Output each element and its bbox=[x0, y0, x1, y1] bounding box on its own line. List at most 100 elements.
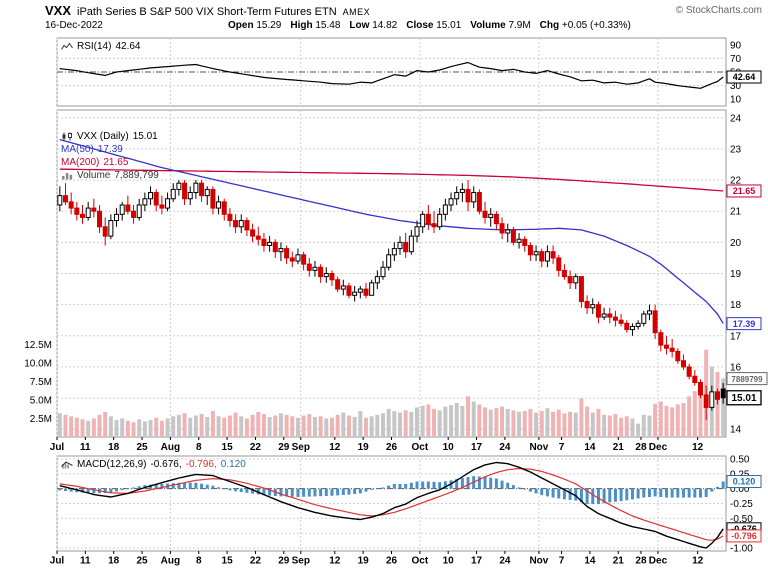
macd-legend-hist-value: 0.120 bbox=[220, 459, 246, 470]
svg-text:10: 10 bbox=[443, 442, 455, 453]
svg-text:22: 22 bbox=[730, 176, 742, 187]
ma50-legend: MA(50) 17.39 bbox=[61, 144, 123, 155]
svg-text:Oct: Oct bbox=[412, 556, 429, 567]
macd-icon bbox=[61, 461, 73, 469]
ma200-legend: MA(200) 21.65 bbox=[61, 157, 128, 168]
svg-text:5.0M: 5.0M bbox=[30, 396, 52, 407]
svg-text:0.50: 0.50 bbox=[730, 454, 750, 465]
svg-text:15.01: 15.01 bbox=[731, 393, 756, 404]
price-legend: VXX (Daily) 15.01 bbox=[61, 131, 158, 142]
svg-text:12: 12 bbox=[692, 556, 704, 567]
rsi-legend-value: 42.64 bbox=[115, 41, 141, 52]
value-boxes: 42.6421.6517.39788979915.010.120-0.676-0… bbox=[726, 70, 768, 543]
svg-text:26: 26 bbox=[386, 556, 398, 567]
quote-close: Close 15.01 bbox=[406, 20, 462, 31]
axis-labels: 242322212019181716151490705030100.500.25… bbox=[24, 40, 753, 566]
svg-text:18: 18 bbox=[108, 442, 120, 453]
macd-legend-macd-value: -0.676, bbox=[150, 459, 182, 470]
svg-text:11: 11 bbox=[80, 442, 91, 453]
ma200-legend-label: MA(200) bbox=[61, 157, 100, 168]
svg-text:18: 18 bbox=[108, 556, 120, 567]
svg-text:24: 24 bbox=[499, 556, 511, 567]
volume-legend-label: Volume bbox=[77, 170, 111, 181]
svg-text:25: 25 bbox=[136, 556, 148, 567]
price-legend-value: 15.01 bbox=[132, 131, 158, 142]
ma-lines bbox=[59, 138, 724, 324]
svg-text:21: 21 bbox=[613, 442, 625, 453]
chart-header: VXX iPath Series B S&P 500 VIX Short-Ter… bbox=[45, 3, 370, 18]
svg-text:8: 8 bbox=[196, 556, 202, 567]
svg-text:29: 29 bbox=[278, 556, 290, 567]
svg-text:12: 12 bbox=[692, 442, 704, 453]
ohlc-readout: Open 15.29 High 15.48 Low 14.82 Close 15… bbox=[228, 20, 631, 31]
svg-text:17: 17 bbox=[471, 556, 483, 567]
ma50-legend-label: MA(50) bbox=[61, 144, 94, 155]
quote-low: Low 14.82 bbox=[349, 20, 398, 31]
ma200-legend-value: 21.65 bbox=[103, 157, 129, 168]
rsi-line bbox=[59, 61, 724, 89]
svg-text:20: 20 bbox=[730, 238, 742, 249]
svg-text:Aug: Aug bbox=[161, 556, 180, 567]
svg-text:7.5M: 7.5M bbox=[30, 377, 52, 388]
svg-text:23: 23 bbox=[730, 144, 742, 155]
panels bbox=[56, 37, 727, 552]
svg-text:18: 18 bbox=[730, 300, 742, 311]
svg-text:70: 70 bbox=[730, 54, 742, 65]
ticker-symbol: VXX bbox=[45, 3, 72, 18]
svg-text:0.00: 0.00 bbox=[730, 484, 750, 495]
volume-icon bbox=[62, 173, 73, 180]
rsi-legend: RSI(14) 42.64 bbox=[61, 41, 140, 52]
svg-text:7889799: 7889799 bbox=[731, 375, 763, 384]
svg-text:15: 15 bbox=[222, 556, 234, 567]
svg-text:-0.796: -0.796 bbox=[731, 531, 757, 541]
volume-legend-value: 7,889,799 bbox=[114, 170, 159, 181]
svg-text:26: 26 bbox=[386, 442, 398, 453]
svg-text:19: 19 bbox=[730, 269, 742, 280]
svg-text:8: 8 bbox=[196, 442, 202, 453]
quote-high: High 15.48 bbox=[290, 20, 341, 31]
candles bbox=[57, 180, 726, 420]
volume-legend: Volume 7,889,799 bbox=[61, 170, 159, 181]
quote-chg: Chg +0.05 (+0.33%) bbox=[539, 20, 631, 31]
svg-text:12.5M: 12.5M bbox=[24, 340, 52, 351]
svg-text:24: 24 bbox=[730, 113, 742, 124]
svg-text:0.120: 0.120 bbox=[733, 477, 756, 487]
svg-text:-0.25: -0.25 bbox=[730, 499, 753, 510]
svg-text:29: 29 bbox=[278, 442, 290, 453]
svg-text:11: 11 bbox=[80, 556, 91, 567]
svg-text:16: 16 bbox=[730, 362, 742, 373]
svg-text:21: 21 bbox=[730, 207, 742, 218]
svg-text:19: 19 bbox=[358, 556, 370, 567]
svg-text:15: 15 bbox=[222, 442, 234, 453]
svg-text:14: 14 bbox=[730, 425, 742, 436]
svg-text:Dec: Dec bbox=[649, 556, 668, 567]
candlestick-icon bbox=[62, 132, 72, 141]
svg-text:17: 17 bbox=[471, 442, 483, 453]
svg-text:12: 12 bbox=[329, 442, 341, 453]
svg-text:0.25: 0.25 bbox=[730, 469, 750, 480]
exchange-label: AMEX bbox=[342, 7, 371, 17]
svg-text:10.0M: 10.0M bbox=[24, 359, 52, 370]
quote-volume: Volume 7.9M bbox=[470, 20, 531, 31]
svg-text:19: 19 bbox=[358, 442, 370, 453]
svg-text:21.65: 21.65 bbox=[733, 186, 756, 196]
macd-legend-label: MACD(12,26,9) bbox=[77, 459, 147, 470]
svg-text:-1.00: -1.00 bbox=[730, 544, 753, 555]
svg-text:7: 7 bbox=[559, 556, 565, 567]
svg-text:12: 12 bbox=[329, 556, 341, 567]
svg-text:Jul: Jul bbox=[50, 442, 65, 453]
svg-text:42.64: 42.64 bbox=[733, 72, 756, 82]
svg-text:22: 22 bbox=[250, 442, 262, 453]
svg-text:Aug: Aug bbox=[161, 442, 180, 453]
svg-text:2.5M: 2.5M bbox=[30, 414, 52, 425]
macd-legend-signal-value: -0.796, bbox=[185, 459, 217, 470]
svg-text:24: 24 bbox=[499, 442, 511, 453]
macd-lines bbox=[59, 461, 724, 549]
svg-text:14: 14 bbox=[584, 556, 596, 567]
svg-text:Nov: Nov bbox=[529, 442, 548, 453]
svg-text:17.39: 17.39 bbox=[733, 319, 756, 329]
svg-text:Dec: Dec bbox=[649, 442, 668, 453]
svg-text:Jul: Jul bbox=[50, 556, 65, 567]
